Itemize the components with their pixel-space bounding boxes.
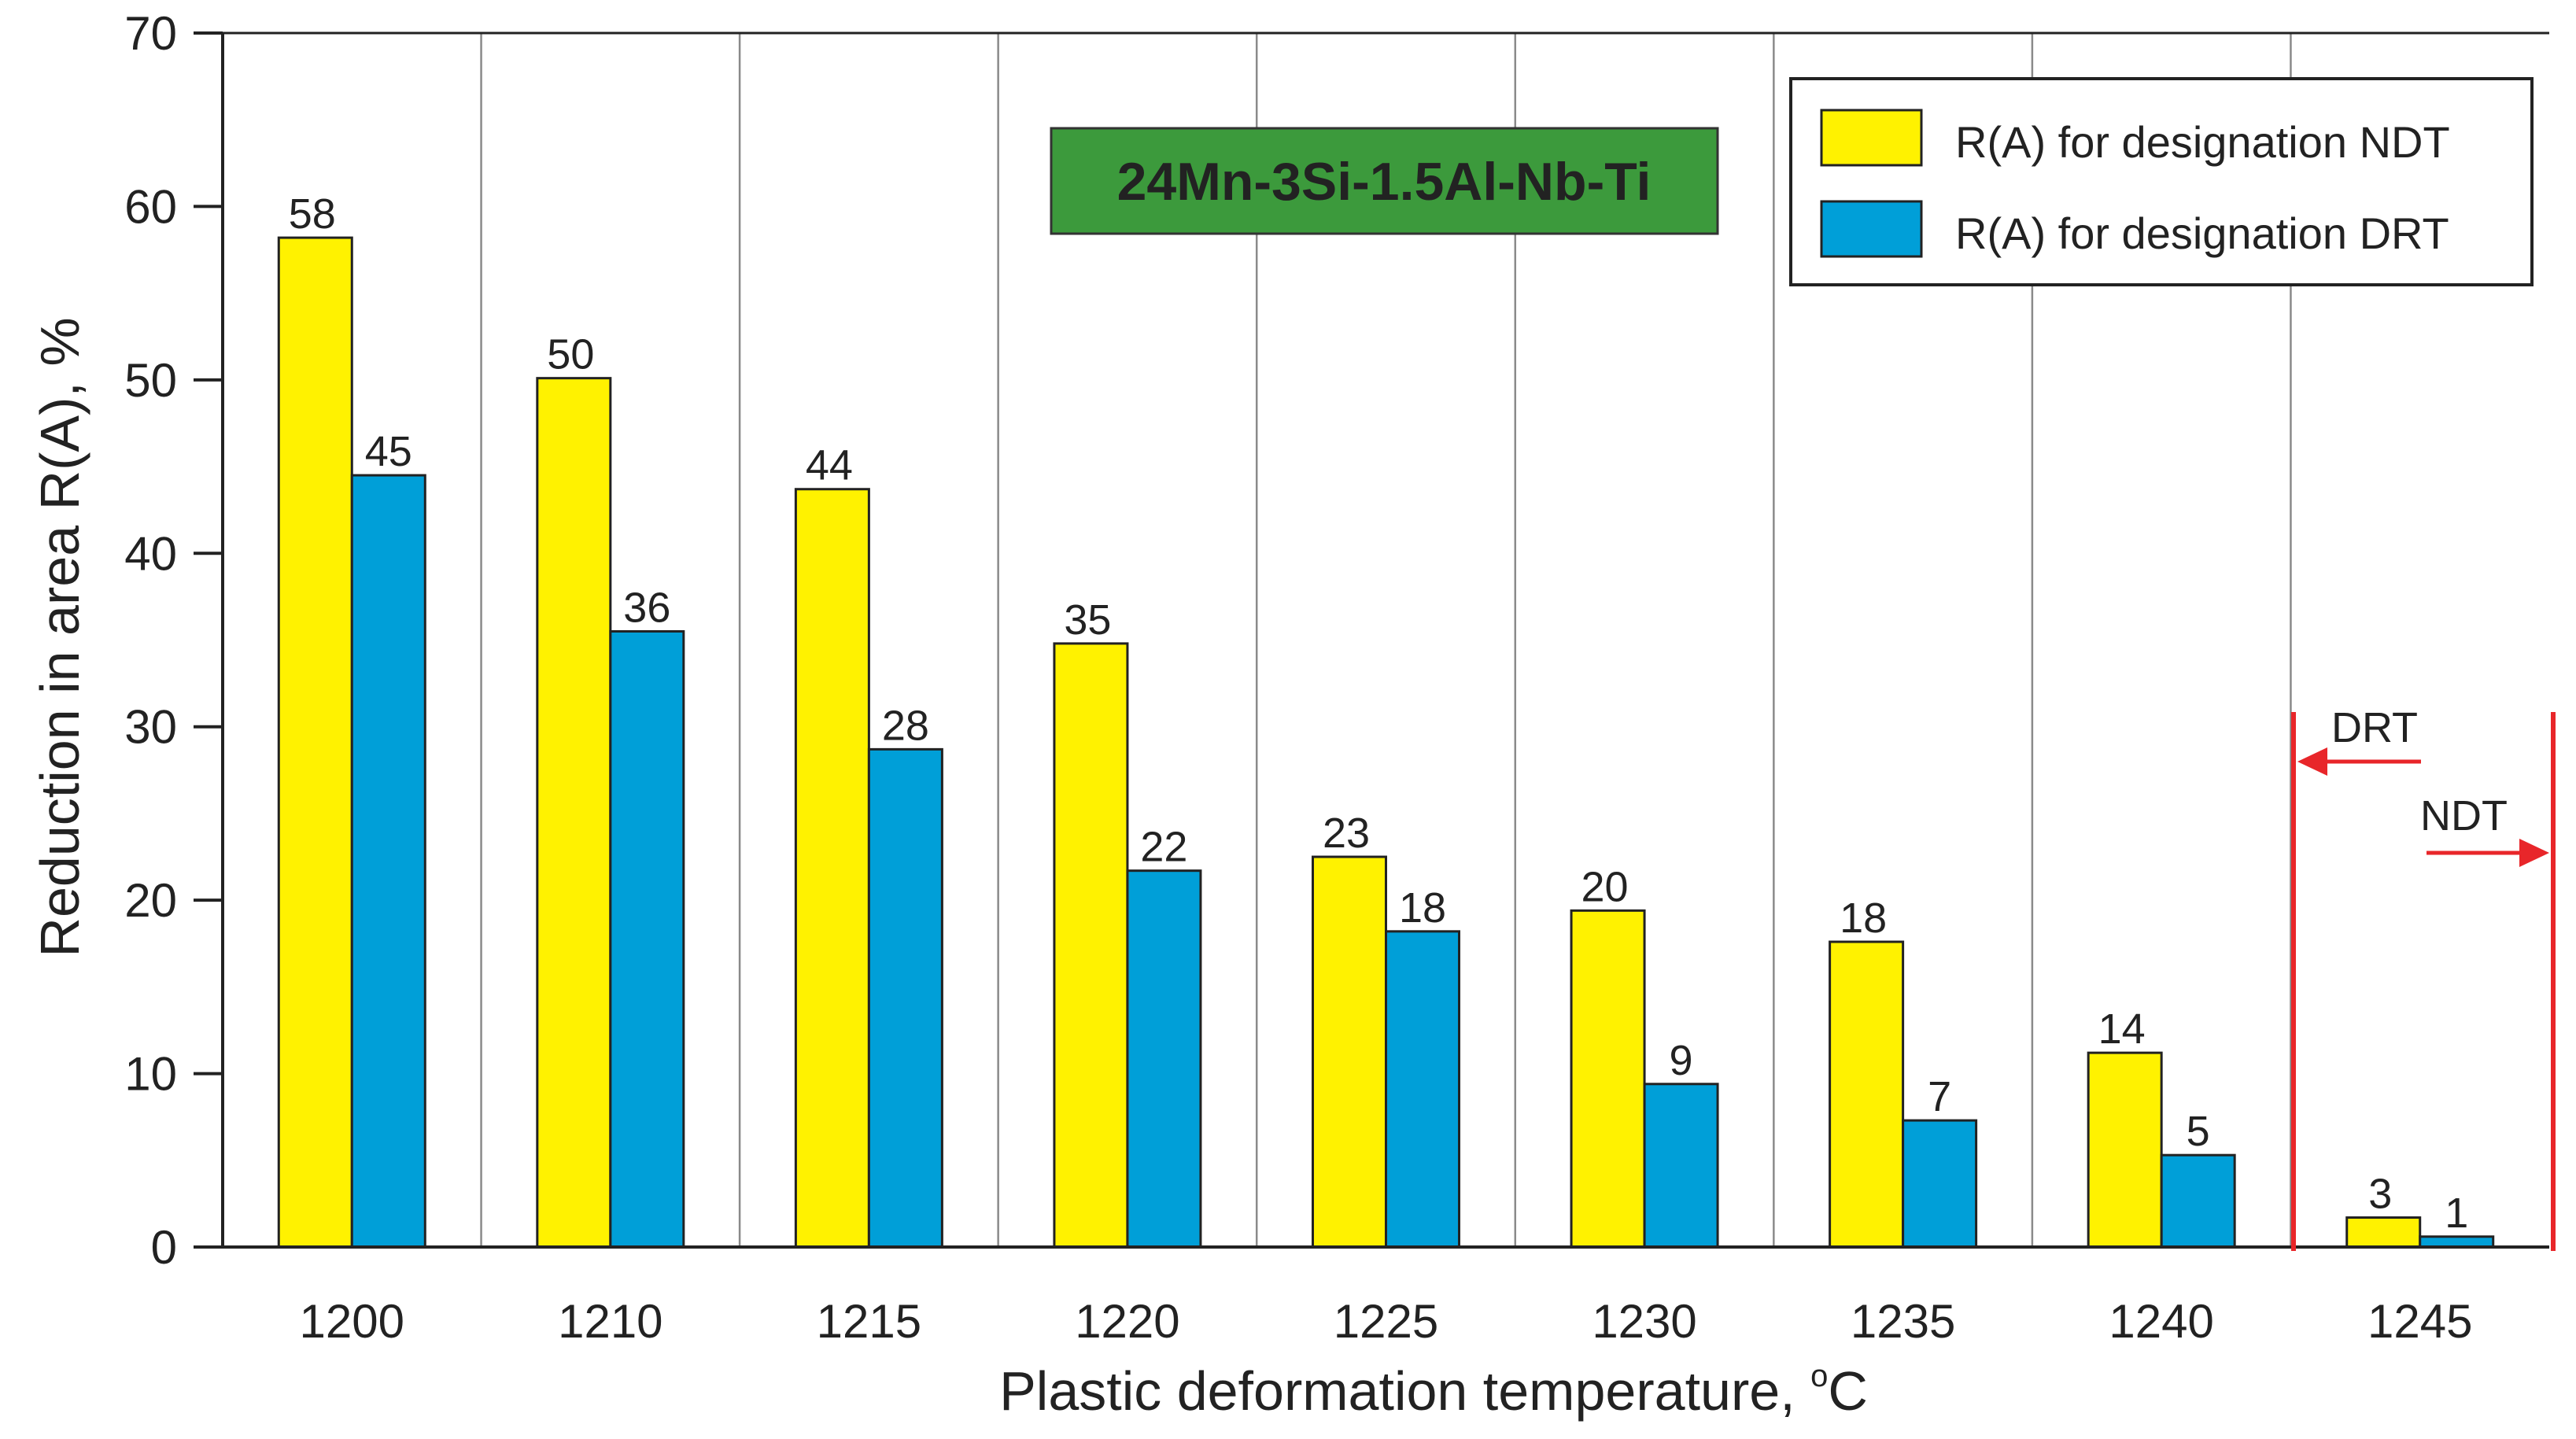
bar-drt — [1643, 1083, 1719, 1249]
y-tick-label: 40 — [124, 527, 177, 580]
bar-ndt — [2087, 1051, 2163, 1249]
axes — [194, 31, 2549, 1249]
x-ticks: 1200 1210 1215 1220 1225 1230 1235 1240 1245 — [300, 1295, 2473, 1348]
x-axis-title-unit: C — [1828, 1360, 1868, 1422]
x-tick-label: 1210 — [558, 1295, 662, 1348]
bar-ndt — [1053, 642, 1129, 1249]
y-tick-label: 50 — [124, 354, 177, 407]
data-label-ndt: 14 — [2098, 1005, 2146, 1053]
bar-ndt — [277, 236, 353, 1249]
y-tick-label: 60 — [124, 180, 177, 233]
bar-drt — [350, 474, 426, 1249]
legend: R(A) for designation NDT R(A) for design… — [1789, 77, 2534, 286]
alloy-badge: 24Mn-3Si-1.5Al-Nb-Ti — [1050, 127, 1719, 235]
x-tick-label: 1235 — [1851, 1295, 1955, 1348]
ndt-arrow-head — [2519, 839, 2549, 867]
x-tick-label: 1245 — [2367, 1295, 2472, 1348]
ndt-marker-label: NDT — [2420, 792, 2508, 839]
x-tick-label: 1220 — [1075, 1295, 1179, 1348]
data-label-drt: 28 — [882, 702, 929, 749]
data-label-drt: 1 — [2445, 1190, 2468, 1237]
x-axis-title-degree: o — [1810, 1359, 1828, 1393]
data-label-ndt: 58 — [289, 190, 336, 238]
data-labels: 58 45 50 36 44 28 35 22 23 18 20 9 18 7 14 5 3 1 — [289, 190, 2469, 1237]
data-label-drt: 22 — [1140, 824, 1187, 871]
alloy-badge-text: 24Mn-3Si-1.5Al-Nb-Ti — [1117, 152, 1652, 212]
y-ticks: 0 10 20 30 40 50 60 70 — [124, 7, 223, 1274]
data-label-ndt: 18 — [1840, 895, 1887, 942]
bar-drt — [609, 629, 685, 1249]
bar-ndt — [1570, 909, 1646, 1249]
bar-ndt — [1312, 855, 1387, 1249]
y-tick-label: 30 — [124, 701, 177, 754]
y-tick-label: 70 — [124, 7, 177, 60]
data-label-ndt: 35 — [1064, 596, 1111, 644]
bar-ndt — [1829, 940, 1905, 1249]
data-label-ndt: 23 — [1323, 810, 1370, 857]
legend-label-drt: R(A) for designation DRT — [1955, 208, 2449, 258]
legend-label-ndt: R(A) for designation NDT — [1955, 117, 2450, 167]
bar-drt — [1902, 1119, 1978, 1249]
y-axis-title: Reduction in area R(A), % — [29, 317, 90, 957]
bars — [277, 236, 2495, 1249]
bar-ndt — [536, 377, 612, 1249]
drt-arrow-head — [2297, 747, 2327, 776]
data-label-drt: 9 — [1670, 1037, 1693, 1084]
bar-drt — [1385, 930, 1460, 1249]
y-tick-label: 10 — [124, 1048, 177, 1101]
bar-ndt — [2345, 1216, 2422, 1249]
y-tick-label: 20 — [124, 874, 177, 927]
legend-swatch-drt — [1820, 200, 1923, 258]
alloy-badge-box — [1050, 127, 1719, 235]
data-label-ndt: 44 — [806, 442, 853, 489]
x-tick-label: 1230 — [1592, 1295, 1696, 1348]
legend-swatch-ndt — [1820, 109, 1923, 167]
data-label-drt: 45 — [365, 428, 412, 475]
x-axis-title: Plastic deformation temperature, oC — [999, 1359, 1868, 1422]
bar-drt — [867, 747, 943, 1249]
transition-markers: DRT NDT — [2291, 704, 2556, 1251]
data-label-drt: 5 — [2187, 1108, 2210, 1155]
data-label-drt: 7 — [1928, 1073, 1951, 1120]
y-tick-label: 0 — [151, 1221, 177, 1274]
x-tick-label: 1225 — [1334, 1295, 1438, 1348]
drt-marker-label: DRT — [2331, 704, 2418, 751]
x-axis-title-text: Plastic deformation temperature, — [999, 1360, 1810, 1422]
data-label-drt: 18 — [1399, 884, 1446, 932]
x-tick-label: 1200 — [300, 1295, 404, 1348]
data-label-drt: 36 — [623, 584, 670, 631]
x-tick-label: 1215 — [817, 1295, 921, 1348]
data-label-ndt: 20 — [1581, 863, 1629, 910]
data-label-ndt: 3 — [2368, 1171, 2392, 1218]
bar-ndt — [794, 488, 870, 1249]
bar-drt — [2160, 1153, 2236, 1249]
data-label-ndt: 50 — [547, 331, 594, 378]
bar-drt — [1126, 869, 1202, 1249]
x-tick-label: 1240 — [2109, 1295, 2213, 1348]
